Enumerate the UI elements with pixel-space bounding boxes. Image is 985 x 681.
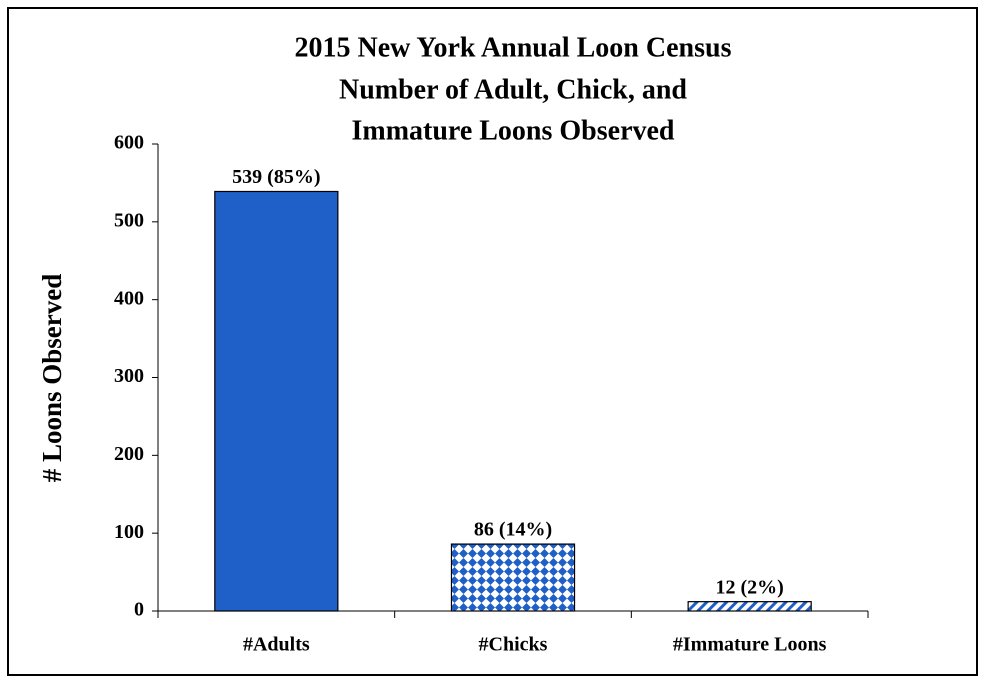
y-tick-label: 200 [114,443,144,465]
bar [687,601,812,612]
value-label: 86 (14%) [474,519,552,541]
bar [214,190,339,612]
y-tick-label: 0 [134,599,144,621]
y-tick-label: 300 [114,365,144,387]
y-tick-label: 400 [114,287,144,309]
y-tick-label: 500 [114,209,144,231]
chart-title: Number of Adult, Chick, and [339,74,687,105]
value-label: 12 (2%) [716,576,784,598]
chart-title: Immature Loons Observed [351,115,674,146]
bar [450,543,576,612]
chart-title: 2015 New York Annual Loon Census [295,32,732,63]
y-axis-label: # Loons Observed [37,274,67,483]
x-tick-label: #Adults [243,634,310,656]
y-tick-label: 600 [114,132,144,154]
value-label: 539 (85%) [232,166,320,188]
x-tick-label: #Immature Loons [673,634,827,656]
y-tick-label: 100 [114,521,144,543]
x-tick-label: #Chicks [479,634,548,656]
